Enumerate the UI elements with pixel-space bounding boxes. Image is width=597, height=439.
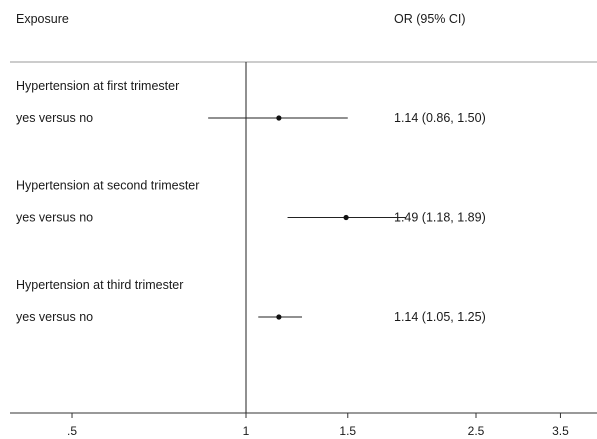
or-ci-value: 1.14 (0.86, 1.50)	[394, 111, 486, 125]
x-tick-label: 1	[243, 424, 250, 438]
or-ci-value: 1.14 (1.05, 1.25)	[394, 310, 486, 324]
point-estimate	[276, 314, 282, 320]
x-axis-ticks: .5 1 1.5 2.5 3.5	[67, 413, 569, 438]
group-title: Hypertension at second trimester	[16, 179, 199, 193]
header-or-ci: OR (95% CI)	[394, 12, 466, 26]
forest-rows: Hypertension at first trimester yes versu…	[16, 79, 486, 324]
x-tick-label: 1.5	[339, 424, 356, 438]
point-estimate	[343, 214, 349, 221]
comparison-label: yes versus no	[16, 211, 93, 225]
group-title: Hypertension at third trimester	[16, 278, 183, 292]
or-ci-value: 1.49 (1.18, 1.89)	[394, 211, 486, 225]
comparison-label: yes versus no	[16, 310, 93, 324]
group-title: Hypertension at first trimester	[16, 79, 179, 93]
point-estimate	[276, 115, 282, 121]
x-tick-label: .5	[67, 424, 77, 438]
header-exposure: Exposure	[16, 12, 69, 26]
x-tick-label: 3.5	[552, 424, 569, 438]
comparison-label: yes versus no	[16, 111, 93, 125]
x-tick-label: 2.5	[468, 424, 485, 438]
